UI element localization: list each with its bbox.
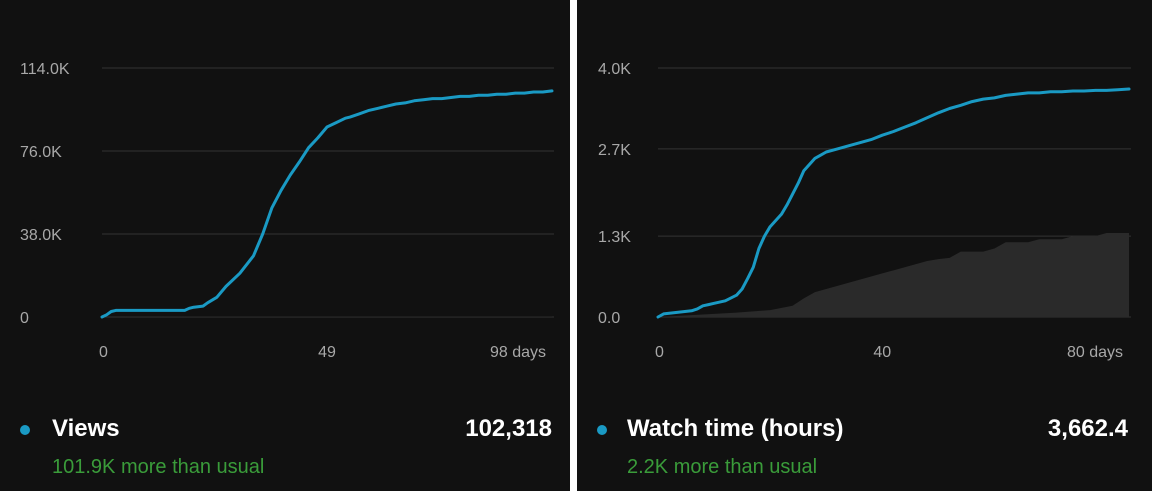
views-legend-dot bbox=[20, 425, 30, 435]
views-chart: 114.0K 76.0K 38.0K 0 0 49 98 days bbox=[20, 61, 554, 361]
watch-time-y-tick-label: 0.0 bbox=[598, 310, 620, 327]
watch-time-y-tick-label: 4.0K bbox=[598, 61, 631, 78]
views-y-tick-label: 114.0K bbox=[20, 61, 70, 78]
watch-time-x-tick-label: 0 bbox=[655, 344, 664, 361]
views-series-line bbox=[100, 89, 554, 319]
views-y-tick-label: 76.0K bbox=[20, 144, 62, 161]
watch-time-legend-dot bbox=[597, 425, 607, 435]
watch-time-chart-panel: 4.0K 2.7K 1.3K 0.0 0 40 80 days Watch time (ho… bbox=[577, 0, 1152, 491]
watch-time-x-tick-label: 40 bbox=[873, 344, 891, 361]
watch-time-comparison-note: 2.2K more than usual bbox=[627, 456, 818, 478]
views-label: Views bbox=[52, 415, 120, 442]
views-value: 102,318 bbox=[465, 415, 552, 442]
watch-time-series-line bbox=[656, 87, 1131, 319]
watch-time-typical-range-area bbox=[658, 232, 1129, 317]
views-chart-panel: 114.0K 76.0K 38.0K 0 0 49 98 days Views 102,31… bbox=[0, 0, 570, 491]
views-y-tick-label: 0 bbox=[20, 310, 29, 327]
watch-time-y-tick-label: 2.7K bbox=[598, 142, 631, 159]
watch-time-label: Watch time (hours) bbox=[627, 415, 844, 442]
watch-time-x-tick-label: 80 days bbox=[1067, 344, 1123, 361]
views-comparison-note: 101.9K more than usual bbox=[52, 456, 265, 478]
views-y-tick-label: 38.0K bbox=[20, 227, 62, 244]
views-x-tick-label: 49 bbox=[318, 344, 336, 361]
watch-time-chart: 4.0K 2.7K 1.3K 0.0 0 40 80 days bbox=[598, 61, 1131, 361]
watch-time-value: 3,662.4 bbox=[1047, 415, 1128, 442]
views-x-tick-label: 0 bbox=[99, 344, 108, 361]
watch-time-y-tick-label: 1.3K bbox=[598, 229, 631, 246]
views-x-tick-label: 98 days bbox=[490, 344, 546, 361]
